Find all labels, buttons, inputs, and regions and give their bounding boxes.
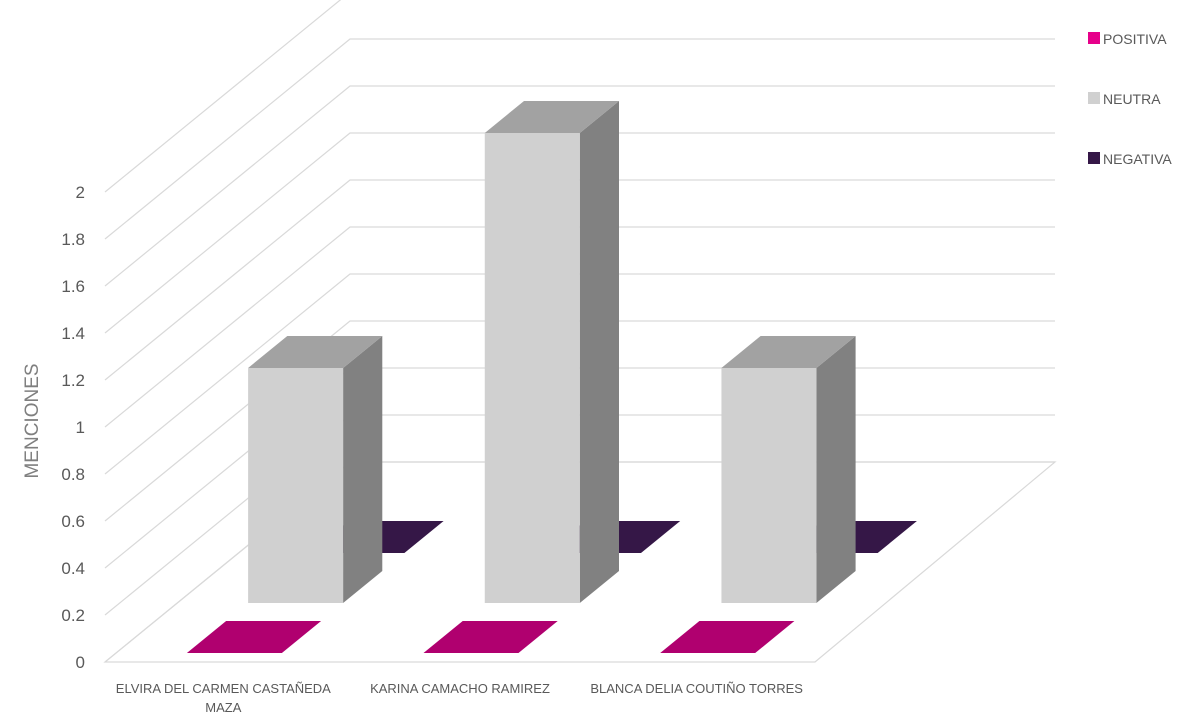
y-tick-label: 1.8 xyxy=(61,230,85,249)
gridline xyxy=(104,273,1055,475)
legend-swatch xyxy=(1088,152,1100,164)
y-tick-label: 0 xyxy=(76,653,85,672)
x-axis-categories: ELVIRA DEL CARMEN CASTAÑEDA MAZA KARINA CA… xyxy=(116,681,803,714)
bars-neutra xyxy=(248,101,856,603)
legend-swatch xyxy=(1088,92,1100,104)
y-axis-ticks: 0 0.2 0.4 0.6 0.8 1 1.2 1.4 1.6 1.8 2 xyxy=(61,183,85,672)
gridline xyxy=(104,320,1055,522)
y-tick-label: 1.2 xyxy=(61,371,85,390)
y-tick-label: 2 xyxy=(76,183,85,202)
gridline xyxy=(104,226,1055,428)
legend-swatch xyxy=(1088,32,1100,44)
gridline xyxy=(104,38,1055,240)
legend-item-neutra: NEUTRA xyxy=(1088,91,1161,107)
y-tick-label: 1.4 xyxy=(61,324,85,343)
legend-item-negativa: NEGATIVA xyxy=(1088,151,1172,167)
x-category-label: ELVIRA DEL CARMEN CASTAÑEDA MAZA xyxy=(116,681,331,714)
gridline xyxy=(104,0,342,193)
y-tick-label: 0.6 xyxy=(61,512,85,531)
legend: POSITIVA NEUTRA NEGATIVA xyxy=(1088,31,1172,167)
bar-neutra xyxy=(484,101,619,603)
x-category-label: BLANCA DELIA COUTIÑO TORRES xyxy=(590,681,803,696)
gridline xyxy=(104,85,1055,287)
bar-neutra xyxy=(721,336,856,603)
gridline xyxy=(104,179,1055,381)
bar-positiva xyxy=(186,621,322,653)
legend-label: POSITIVA xyxy=(1103,31,1167,47)
bar-neutra xyxy=(248,336,383,603)
legend-label: NEGATIVA xyxy=(1103,151,1172,167)
gridlines xyxy=(104,0,1055,663)
x-category-label: KARINA CAMACHO RAMIREZ xyxy=(370,681,550,696)
bars-positiva xyxy=(186,621,795,653)
y-tick-label: 0.8 xyxy=(61,465,85,484)
y-tick-label: 1.6 xyxy=(61,277,85,296)
legend-label: NEUTRA xyxy=(1103,91,1161,107)
y-tick-label: 1 xyxy=(76,418,85,437)
bar-positiva xyxy=(423,621,558,653)
y-tick-label: 0.2 xyxy=(61,606,85,625)
y-axis-label: MENCIONES xyxy=(22,363,43,478)
y-tick-label: 0.4 xyxy=(61,559,85,578)
gridline xyxy=(104,132,1055,334)
legend-item-positiva: POSITIVA xyxy=(1088,31,1167,47)
bar-positiva xyxy=(660,621,795,653)
